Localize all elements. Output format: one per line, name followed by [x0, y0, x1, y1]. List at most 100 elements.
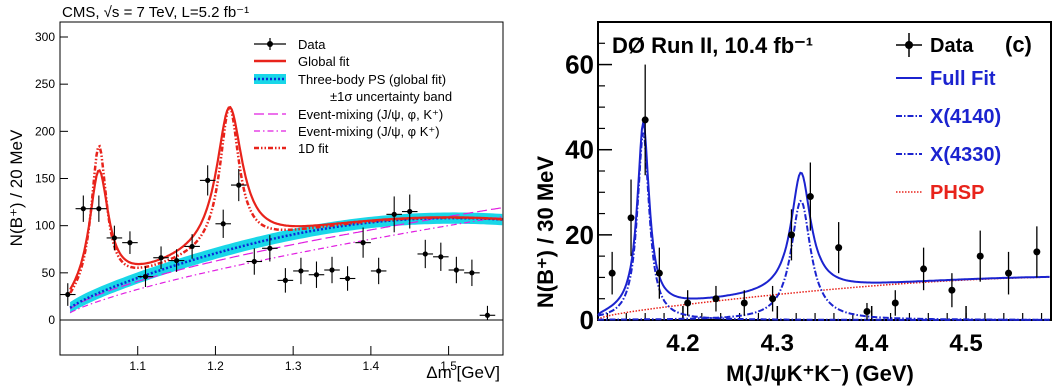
y-tick-label: 0: [580, 305, 594, 335]
data-point: [641, 64, 649, 176]
data-point: [920, 247, 928, 291]
fit-curves: [69, 105, 503, 314]
data-point: [199, 165, 216, 196]
phsp-curve: [597, 276, 1050, 321]
x-tick-label: 1.4: [363, 359, 380, 373]
data-point: [863, 302, 871, 320]
chart-title: CMS, √s = 7 TeV, L=5.2 fb⁻¹: [62, 4, 249, 21]
data-point: [433, 242, 449, 271]
legend-entry-three-body-ps: Three-body PS (global fit) ±1σ uncertain…: [254, 72, 452, 104]
svg-text:X(4140): X(4140): [930, 106, 1001, 128]
data-point: [835, 222, 843, 274]
data-point: [891, 290, 899, 316]
data-point: [417, 239, 434, 269]
y-axis-label: N(B⁺) / 20 MeV: [7, 129, 26, 246]
y-tick-label: 40: [565, 135, 594, 165]
fit-curves: [597, 121, 1050, 321]
data-point: [60, 283, 76, 306]
y-tick-label: 60: [565, 50, 594, 80]
data-point: [464, 259, 480, 287]
x-tick-label: 1.2: [207, 359, 224, 373]
data-point: [339, 266, 356, 291]
y-tick-label: 0: [48, 313, 55, 327]
data-point: [246, 248, 263, 275]
panel-label: (c): [1005, 32, 1032, 57]
svg-text:X(4330): X(4330): [930, 144, 1001, 166]
data-point: [479, 305, 496, 320]
data-point: [787, 209, 795, 261]
svg-text:Event-mixing (J/ψ, φ K⁺): Event-mixing (J/ψ, φ K⁺): [298, 124, 440, 139]
y-axis-ticks: 0 20 40 60: [565, 42, 612, 335]
data-point: [386, 196, 402, 233]
data-point: [806, 162, 814, 231]
data-point: [684, 290, 692, 316]
y-tick-label: 150: [35, 172, 55, 186]
cms-chart: CMS, √s = 7 TeV, L=5.2 fb⁻¹ N(B⁺) / 20 M…: [7, 4, 504, 382]
full-fit-curve: [597, 121, 1050, 316]
legend-entry-global-fit: Global fit: [254, 54, 350, 69]
legend-entry-x4330: X(4330): [896, 144, 1001, 166]
data-point: [137, 266, 154, 287]
svg-text:Data: Data: [298, 37, 326, 52]
svg-text:Global fit: Global fit: [298, 54, 350, 69]
ps-uncertainty-band: [70, 212, 503, 314]
legend-entry-data: Data: [896, 33, 974, 57]
data-point: [1033, 226, 1041, 278]
global-fit-curve: [69, 105, 503, 290]
data-point: [401, 194, 418, 229]
x-axis-ticks: 4.2 4.3 4.4 4.5: [606, 306, 1043, 357]
x-tick-label: 1.1: [129, 359, 146, 373]
data-points: [60, 165, 496, 320]
x-tick-label: 1.5: [440, 359, 457, 373]
svg-text:±1σ uncertainty band: ±1σ uncertainty band: [330, 89, 452, 104]
data-point: [215, 209, 231, 238]
data-point: [608, 251, 616, 295]
x4140-curve: [597, 132, 1050, 321]
legend: Data Global fit Three-body PS (global fi…: [254, 37, 452, 156]
data-point: [91, 195, 107, 222]
svg-text:1D fit: 1D fit: [298, 141, 329, 156]
data-point: [106, 225, 123, 251]
data-point: [168, 249, 185, 272]
data-point: [308, 261, 325, 288]
x-axis-label: M(J/ψK⁺K⁻) (GeV): [726, 361, 914, 386]
d0-chart: DØ Run II, 10.4 fb⁻¹ (c) N(B⁺) / 30 MeV …: [533, 21, 1052, 386]
data-point: [153, 246, 169, 270]
data-point: [370, 257, 387, 285]
legend: Data Full Fit X(4140) X(4330) PHSP: [896, 33, 1001, 204]
x-tick-label: 4.2: [666, 330, 699, 357]
svg-text:Event-mixing (J/ψ, φ, K⁺): Event-mixing (J/ψ, φ, K⁺): [298, 107, 443, 122]
legend-entry-event-mixing-1: Event-mixing (J/ψ, φ, K⁺): [254, 107, 443, 122]
y-axis-ticks: 0 50 100 150 200 250 300: [35, 30, 68, 327]
data-point: [712, 285, 720, 312]
x-tick-label: 1.3: [285, 359, 302, 373]
data-point: [277, 268, 294, 293]
svg-text:PHSP: PHSP: [930, 182, 984, 204]
legend-entry-phsp: PHSP: [896, 182, 984, 204]
y-tick-label: 250: [35, 77, 55, 91]
data-point: [976, 230, 984, 282]
data-point: [1005, 251, 1013, 295]
data-point: [948, 273, 956, 308]
data-point: [627, 179, 635, 257]
legend-entry-full-fit: Full Fit: [896, 68, 996, 90]
data-point: [448, 256, 465, 284]
data-point: [184, 234, 200, 259]
y-tick-label: 300: [35, 30, 55, 44]
svg-text:Three-body PS (global fit): Three-body PS (global fit): [298, 72, 446, 87]
data-point: [293, 257, 309, 285]
data-point: [230, 169, 247, 202]
y-tick-label: 100: [35, 219, 55, 233]
data-point: [324, 256, 340, 284]
data-point: [655, 247, 663, 299]
y-tick-label: 50: [42, 266, 56, 280]
data-point: [75, 195, 92, 222]
x-tick-label: 4.5: [949, 330, 982, 357]
data-point: [769, 285, 777, 312]
svg-text:Full Fit: Full Fit: [930, 68, 996, 90]
chart-title: DØ Run II, 10.4 fb⁻¹: [612, 33, 813, 58]
x-axis-label: Δm [GeV]: [426, 363, 500, 382]
legend-entry-x4140: X(4140): [896, 106, 1001, 128]
x-tick-label: 4.3: [761, 330, 794, 357]
